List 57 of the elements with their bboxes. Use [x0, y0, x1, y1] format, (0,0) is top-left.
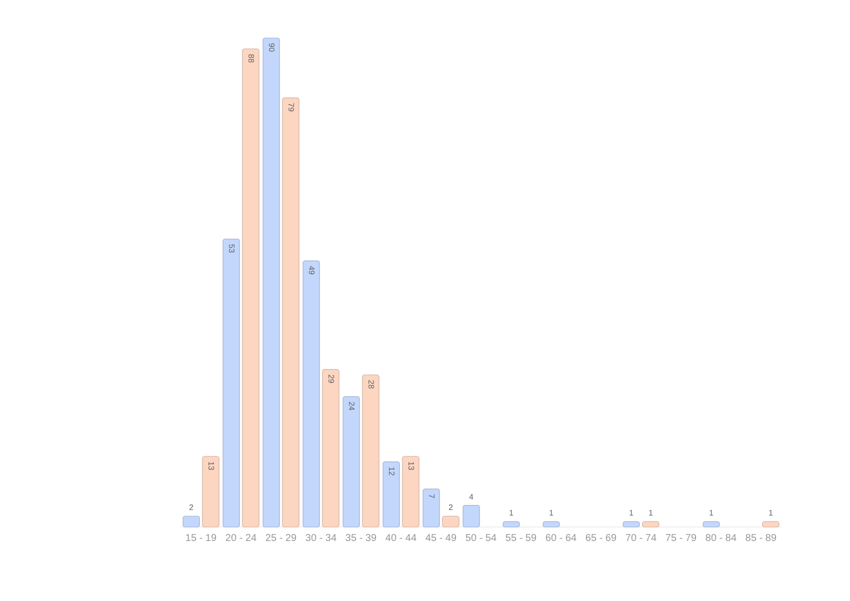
bar — [282, 97, 300, 528]
data-label: 1 — [509, 508, 514, 518]
bar — [262, 38, 280, 528]
data-label: 1 — [709, 508, 714, 518]
data-label: 49 — [307, 266, 316, 276]
data-label: 13 — [406, 461, 416, 471]
bar — [442, 516, 460, 528]
data-label: 1 — [629, 508, 634, 518]
bar — [422, 488, 440, 528]
data-label: 2 — [189, 503, 194, 512]
data-label: 90 — [267, 43, 276, 52]
bar — [242, 48, 260, 528]
bar — [762, 521, 780, 528]
x-tick-label: 25 - 29 — [265, 533, 297, 544]
bar — [342, 396, 360, 528]
data-label: 4 — [469, 492, 474, 502]
x-tick-label: 45 - 49 — [425, 533, 457, 544]
bar — [182, 516, 200, 528]
x-tick-label: 40 - 44 — [385, 533, 417, 544]
x-tick-label: 15 - 19 — [185, 533, 217, 544]
data-label: 1 — [549, 508, 554, 518]
bar — [322, 369, 340, 528]
data-label: 1 — [648, 508, 654, 518]
x-tick-label: 20 - 24 — [225, 533, 257, 544]
x-tick-label: 50 - 54 — [465, 533, 497, 544]
data-label: 13 — [206, 461, 216, 471]
x-tick-label: 70 - 74 — [625, 533, 657, 544]
data-label: 88 — [246, 54, 256, 64]
bar — [502, 521, 520, 528]
bar — [382, 462, 400, 528]
data-label: 53 — [227, 244, 236, 254]
x-tick-label: 75 - 79 — [665, 533, 697, 544]
data-label: 29 — [326, 374, 336, 384]
bar — [362, 374, 380, 528]
x-tick-label: 80 - 84 — [705, 533, 737, 544]
bar — [642, 521, 660, 528]
x-tick-label: 30 - 34 — [305, 533, 337, 544]
x-tick-label: 35 - 39 — [345, 533, 377, 544]
x-tick-label: 60 - 64 — [545, 533, 577, 544]
bar — [302, 260, 320, 528]
x-tick-label: 85 - 89 — [745, 533, 777, 544]
bar — [402, 456, 420, 528]
bar — [702, 521, 720, 528]
data-label: 79 — [286, 102, 296, 112]
x-tick-label: 55 - 59 — [505, 533, 537, 544]
bar — [542, 521, 560, 528]
data-label: 24 — [347, 402, 356, 412]
data-label: 7 — [427, 494, 436, 499]
data-label: 12 — [387, 466, 396, 476]
bar — [222, 238, 240, 528]
bar — [202, 456, 220, 528]
data-label: 28 — [366, 380, 376, 390]
data-label: 1 — [768, 508, 774, 518]
data-label: 2 — [448, 503, 454, 512]
bar — [622, 521, 640, 528]
x-tick-label: 65 - 69 — [585, 533, 617, 544]
bar — [462, 504, 480, 528]
